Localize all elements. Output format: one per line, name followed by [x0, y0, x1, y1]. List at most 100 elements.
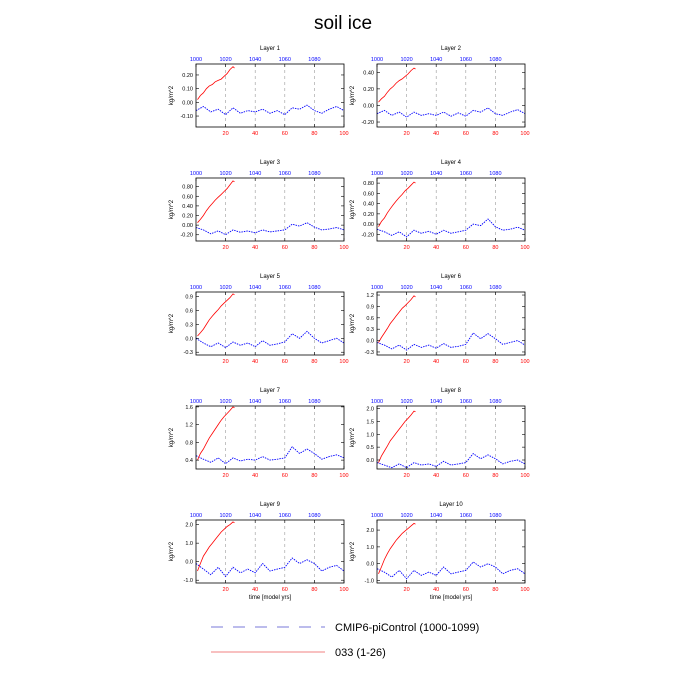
plot-frame [195, 177, 345, 242]
legend: CMIP6-piControl (1000-1099) 033 (1-26) [211, 622, 479, 659]
y-tick-label: -0.20 [180, 233, 193, 239]
x-tick-label-top: 1040 [430, 171, 442, 177]
x-tick-label-top: 1060 [460, 513, 472, 519]
y-axis-label: kg/m^2 [350, 427, 356, 447]
series-picontrol-line [376, 452, 526, 469]
x-tick-label-top: 1000 [190, 57, 202, 63]
y-tick-label: 1.0 [366, 545, 374, 551]
y-tick-label: 0.80 [182, 185, 193, 191]
panel-title: Layer 5 [260, 274, 281, 280]
y-tick-label: -0.3 [184, 350, 193, 356]
x-tick-label-top: 1020 [400, 285, 412, 291]
x-tick-label-bottom: 60 [282, 587, 288, 593]
series-033-line [378, 67, 416, 103]
x-tick-label-top: 1060 [279, 171, 291, 177]
plot-frame [195, 405, 345, 470]
panel-layer-10: Layer 10 -1.0 0.0 1.0 2.0 20 40 60 80 100 1000 1020… [350, 502, 530, 601]
y-tick-label: 0.00 [363, 222, 374, 228]
x-tick-label-top: 1060 [460, 285, 472, 291]
y-axis-label: kg/m^2 [169, 427, 175, 447]
y-tick-label: 1.0 [185, 541, 193, 547]
x-tick-label-top: 1080 [489, 285, 501, 291]
y-tick-label: 0.6 [185, 309, 193, 315]
y-tick-label: 1.5 [366, 419, 374, 425]
y-tick-label: 0.0 [366, 562, 374, 568]
y-axis-label: kg/m^2 [169, 541, 175, 561]
panel-layer-4: Layer 4 -0.20 0.00 0.20 0.40 0.60 0.80 20 40 60 80… [350, 160, 530, 251]
x-tick-label-top: 1060 [279, 513, 291, 519]
x-tick-label-bottom: 80 [492, 245, 498, 251]
panel-layer-5: Layer 5 -0.3 0.0 0.3 0.6 0.9 20 40 60 80 100 1000 10… [169, 274, 349, 365]
y-tick-label: 0.9 [366, 304, 374, 310]
x-tick-label-top: 1000 [371, 399, 383, 405]
x-tick-label-bottom: 60 [463, 245, 469, 251]
y-tick-label: 0.0 [185, 336, 193, 342]
series-picontrol-line [195, 330, 345, 349]
y-tick-label: -0.10 [180, 114, 193, 120]
series-picontrol-line [376, 218, 526, 238]
x-tick-label-top: 1020 [400, 513, 412, 519]
x-tick-label-top: 1080 [308, 513, 320, 519]
y-axis-label: kg/m^2 [350, 85, 356, 105]
series-picontrol-line [376, 332, 526, 351]
x-tick-label-bottom: 60 [463, 587, 469, 593]
x-tick-label-top: 1080 [308, 171, 320, 177]
x-tick-label-bottom: 40 [252, 473, 258, 479]
series-033-line [197, 521, 235, 572]
y-tick-label: 2.0 [185, 523, 193, 529]
x-tick-label-top: 1000 [371, 57, 383, 63]
x-tick-label-bottom: 40 [252, 587, 258, 593]
x-tick-label-bottom: 20 [223, 473, 229, 479]
x-tick-label-bottom: 20 [404, 359, 410, 365]
y-axis-label: kg/m^2 [350, 313, 356, 333]
x-tick-label-bottom: 80 [492, 131, 498, 137]
x-tick-label-bottom: 40 [252, 131, 258, 137]
x-tick-label-bottom: 100 [520, 245, 529, 251]
x-tick-label-bottom: 20 [404, 245, 410, 251]
y-tick-label: 0.0 [366, 339, 374, 345]
x-tick-label-bottom: 60 [282, 245, 288, 251]
series-033-line [197, 180, 235, 223]
panel-title: Layer 8 [441, 388, 462, 394]
series-033-line [378, 522, 416, 574]
x-tick-label-top: 1000 [190, 285, 202, 291]
x-tick-label-top: 1040 [249, 171, 261, 177]
x-tick-label-bottom: 100 [339, 359, 348, 365]
x-tick-label-bottom: 60 [282, 359, 288, 365]
x-tick-label-bottom: 80 [492, 359, 498, 365]
series-033-line [378, 181, 416, 227]
x-tick-label-top: 1000 [190, 399, 202, 405]
x-tick-label-top: 1040 [249, 285, 261, 291]
x-tick-label-top: 1020 [219, 57, 231, 63]
x-tick-label-bottom: 40 [433, 473, 439, 479]
y-tick-label: 0.10 [182, 87, 193, 93]
y-tick-label: 0.20 [182, 214, 193, 220]
x-tick-label-top: 1060 [279, 57, 291, 63]
y-tick-label: 0.40 [363, 70, 374, 76]
x-tick-label-bottom: 80 [311, 131, 317, 137]
plot-frame [195, 519, 345, 584]
x-tick-label-bottom: 80 [492, 587, 498, 593]
y-tick-label: 0.3 [185, 322, 193, 328]
panel-layer-7: Layer 7 0.4 0.8 1.2 1.6 20 40 60 80 100 1000 1020 10… [169, 388, 349, 479]
x-tick-label-bottom: 100 [520, 131, 529, 137]
panel-layer-3: Layer 3 -0.20 0.00 0.20 0.40 0.60 0.80 20 40 60 80… [169, 160, 349, 251]
plot-frame [195, 291, 345, 356]
series-033-line [378, 410, 416, 463]
figure-title: soil ice [314, 13, 372, 34]
y-tick-label: 0.60 [363, 191, 374, 197]
y-tick-label: 0.40 [363, 202, 374, 208]
x-tick-label-bottom: 80 [492, 473, 498, 479]
y-tick-label: 1.2 [366, 293, 374, 299]
y-tick-label: 0.80 [363, 181, 374, 187]
x-tick-label-top: 1060 [279, 285, 291, 291]
plot-frame [376, 519, 526, 584]
plot-frame [195, 63, 345, 128]
x-tick-label-bottom: 60 [282, 131, 288, 137]
x-tick-label-bottom: 60 [463, 131, 469, 137]
y-tick-label: 2.0 [366, 407, 374, 413]
x-tick-label-top: 1060 [460, 399, 472, 405]
x-tick-label-top: 1000 [190, 513, 202, 519]
